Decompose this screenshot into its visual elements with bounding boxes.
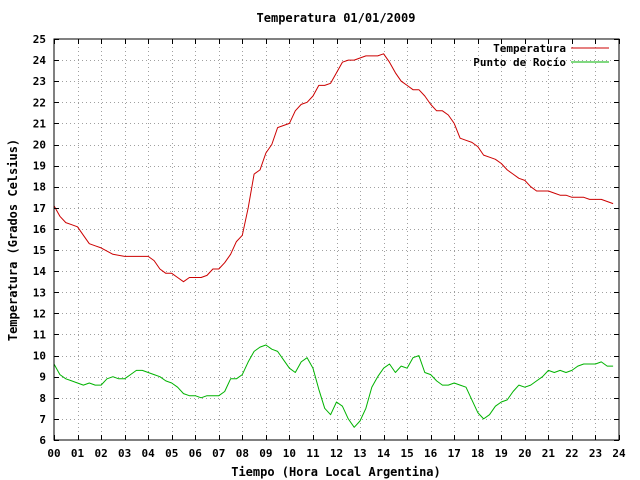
x-tick-label: 12 bbox=[330, 447, 343, 460]
y-tick-label: 21 bbox=[33, 117, 47, 130]
x-tick-label: 22 bbox=[565, 447, 578, 460]
y-tick-label: 13 bbox=[33, 286, 46, 299]
y-tick-label: 7 bbox=[39, 413, 46, 426]
y-tick-label: 24 bbox=[33, 54, 47, 67]
x-tick-label: 15 bbox=[401, 447, 414, 460]
y-tick-label: 23 bbox=[33, 75, 46, 88]
y-tick-label: 22 bbox=[33, 96, 46, 109]
x-tick-label: 02 bbox=[94, 447, 107, 460]
y-tick-label: 15 bbox=[33, 244, 46, 257]
x-tick-label: 09 bbox=[259, 447, 272, 460]
chart-title: Temperatura 01/01/2009 bbox=[257, 11, 416, 25]
y-tick-label: 10 bbox=[33, 350, 46, 363]
y-tick-label: 11 bbox=[33, 328, 47, 341]
y-tick-label: 25 bbox=[33, 33, 46, 46]
x-tick-label: 23 bbox=[589, 447, 602, 460]
x-tick-label: 16 bbox=[424, 447, 438, 460]
x-axis-label: Tiempo (Hora Local Argentina) bbox=[231, 465, 441, 479]
x-tick-label: 19 bbox=[495, 447, 508, 460]
legend: Temperatura Punto de Rocío bbox=[473, 42, 609, 69]
y-tick-label: 16 bbox=[33, 223, 47, 236]
x-tick-label: 08 bbox=[236, 447, 249, 460]
x-tick-label: 00 bbox=[47, 447, 60, 460]
x-tick-label: 20 bbox=[518, 447, 531, 460]
x-tick-label: 13 bbox=[353, 447, 366, 460]
series-line-punto-de-rocio bbox=[53, 344, 614, 428]
y-axis-label: Temperatura (Grados Celsius) bbox=[6, 139, 20, 341]
x-tick-label: 18 bbox=[471, 447, 484, 460]
x-tick-label: 14 bbox=[377, 447, 391, 460]
x-tick-label: 10 bbox=[283, 447, 296, 460]
axis-ticks: 00 01 02 03 04 05 06 07 08 09 10 11 12 13 14 15 16 17 18 19… bbox=[33, 33, 626, 460]
y-tick-label: 12 bbox=[33, 307, 46, 320]
x-tick-label: 06 bbox=[189, 447, 203, 460]
y-tick-label: 14 bbox=[33, 265, 47, 278]
legend-label-punto-de-rocio: Punto de Rocío bbox=[473, 56, 566, 69]
plot-frame bbox=[53, 38, 620, 441]
x-tick-label: 03 bbox=[118, 447, 131, 460]
x-tick-label: 17 bbox=[448, 447, 461, 460]
x-tick-label: 11 bbox=[306, 447, 320, 460]
x-tick-label: 07 bbox=[212, 447, 225, 460]
x-tick-label: 21 bbox=[542, 447, 556, 460]
y-tick-label: 17 bbox=[33, 202, 46, 215]
y-tick-label: 9 bbox=[39, 371, 46, 384]
series-layer bbox=[53, 53, 614, 428]
x-tick-label: 24 bbox=[612, 447, 626, 460]
y-tick-label: 6 bbox=[39, 434, 46, 447]
x-tick-label: 04 bbox=[142, 447, 156, 460]
series-line-temperatura bbox=[53, 53, 614, 283]
y-tick-label: 19 bbox=[33, 160, 46, 173]
x-tick-label: 01 bbox=[71, 447, 85, 460]
x-tick-label: 05 bbox=[165, 447, 178, 460]
y-tick-label: 8 bbox=[39, 392, 46, 405]
y-tick-label: 18 bbox=[33, 181, 46, 194]
y-tick-label: 20 bbox=[33, 139, 46, 152]
grid-lines bbox=[54, 39, 619, 440]
legend-label-temperatura: Temperatura bbox=[493, 42, 566, 55]
